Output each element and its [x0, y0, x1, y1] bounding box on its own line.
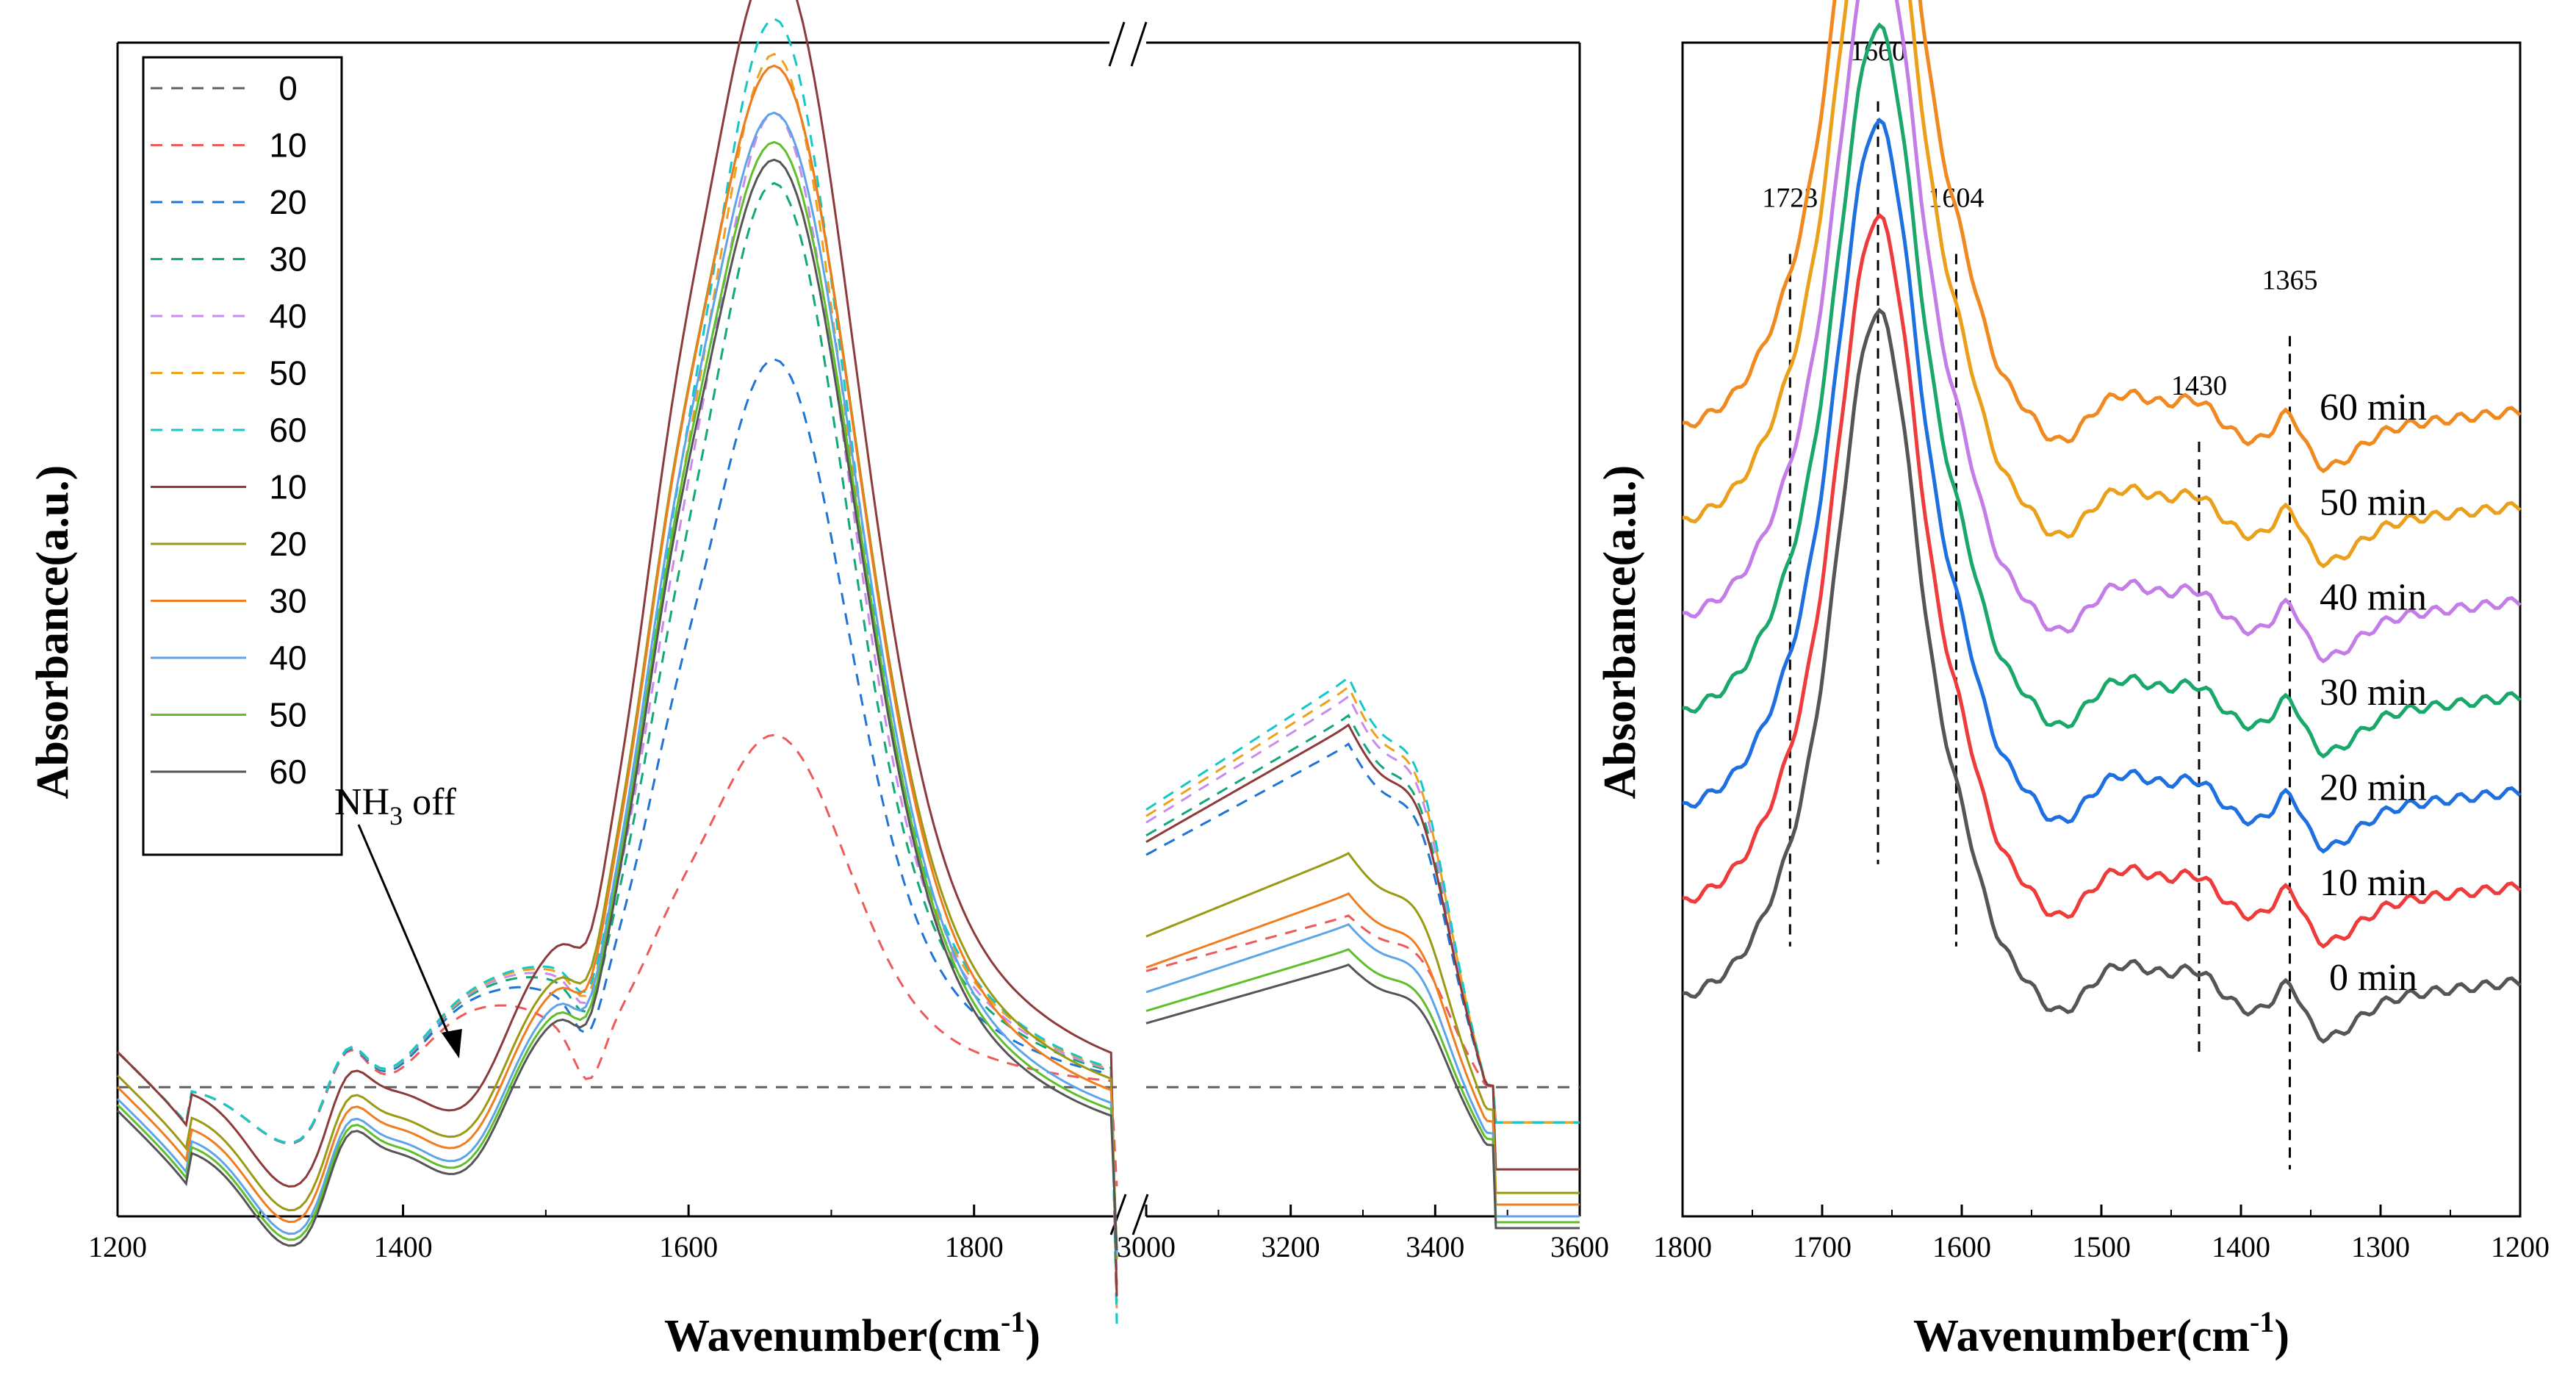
annotation-arrow-head	[441, 1029, 462, 1058]
legend-label: 40	[269, 639, 306, 677]
reference-label-1660: 1660	[1850, 36, 1906, 67]
left-series-solid-30-seg2	[1145, 892, 1580, 1206]
right-series-50-min	[1682, 0, 2522, 569]
left-series-solid-20-seg1	[116, 64, 1118, 1260]
break-mark-bottom-1	[1109, 1194, 1127, 1235]
legend-label: 60	[269, 411, 306, 449]
right-series-label: 10 min	[2320, 862, 2427, 904]
legend-label: 50	[269, 354, 306, 392]
annotation-nh3-off: NH3 off	[334, 781, 456, 830]
legend-label: 30	[269, 240, 306, 279]
legend-label: 30	[269, 582, 306, 620]
annotation-sub: 3	[389, 801, 403, 830]
right-x-tick-label: 1800	[1653, 1230, 1712, 1263]
left-x-tick-label: 3600	[1550, 1230, 1609, 1263]
left-x-title-sup: -1	[1001, 1305, 1025, 1338]
left-series-solid-60-seg2	[1145, 963, 1580, 1230]
left-series-dashed-50-seg2	[1145, 685, 1580, 1124]
legend-label: 40	[269, 297, 306, 335]
right-x-title-close: )	[2274, 1311, 2289, 1361]
right-x-tick-label: 1700	[1793, 1230, 1852, 1263]
left-x-tick-label: 3000	[1117, 1230, 1176, 1263]
left-series-solid-60-seg1	[116, 158, 1118, 1251]
left-x-tick-label: 1400	[374, 1230, 433, 1263]
right-series-label: 50 min	[2320, 481, 2427, 523]
left-series-solid-40-seg2	[1145, 923, 1580, 1218]
left-series-solid-40-seg1	[116, 111, 1118, 1255]
left-x-tick-label: 1600	[659, 1230, 718, 1263]
left-x-title-close: )	[1025, 1311, 1040, 1361]
left-series-solid-10-seg2	[1145, 723, 1580, 1171]
legend-label: 20	[269, 183, 306, 221]
left-series-dashed-40-seg2	[1145, 695, 1580, 1124]
left-series-dashed-30-seg2	[1145, 714, 1580, 1124]
legend-label: 10	[269, 126, 306, 165]
right-series-label: 40 min	[2320, 577, 2427, 619]
right-x-tick-label: 1600	[1932, 1230, 1991, 1263]
right-x-title-sup: -1	[2250, 1305, 2274, 1338]
left-panel	[116, 21, 1581, 1235]
left-series-dashed-60-seg2	[1145, 675, 1580, 1124]
legend-label: 50	[269, 696, 306, 734]
right-panel	[1681, 41, 2522, 1218]
annotation-text: NH	[334, 781, 389, 823]
right-y-axis-title: Absorbance(a.u.)	[1595, 465, 1645, 800]
legend-box	[142, 56, 343, 856]
right-series-60-min	[1682, 0, 2522, 473]
right-series-label: 30 min	[2320, 672, 2427, 714]
annotation-rest: off	[403, 781, 456, 823]
annotation-arrow-line	[357, 824, 453, 1043]
left-series-dashed-60-seg1	[116, 17, 1118, 1324]
right-series-label: 0 min	[2329, 957, 2417, 999]
legend-label: 60	[269, 753, 306, 791]
legend-label: 10	[269, 468, 306, 506]
left-x-tick-label: 3200	[1262, 1230, 1320, 1263]
right-x-tick-label: 1300	[2351, 1230, 2410, 1263]
right-x-tick-label: 1500	[2072, 1230, 2131, 1263]
left-series-solid-20-seg2	[1145, 852, 1580, 1194]
break-mark-top-2	[1130, 21, 1148, 67]
left-x-tick-label: 3400	[1406, 1230, 1464, 1263]
left-series-solid-50-seg1	[116, 140, 1118, 1250]
left-series-dashed-10-seg2	[1145, 914, 1580, 1124]
right-series-0-min	[1682, 307, 2522, 1044]
legend-label: 0	[278, 69, 298, 107]
right-series-10-min	[1682, 212, 2522, 949]
left-x-title-main: Wavenumber(cm	[664, 1311, 1001, 1361]
break-mark-bottom-2	[1132, 1194, 1149, 1235]
right-x-axis-title: Wavenumber(cm-1)	[1913, 1305, 2289, 1361]
right-x-title-main: Wavenumber(cm	[1913, 1311, 2250, 1361]
left-x-tick-label: 1800	[945, 1230, 1004, 1263]
right-x-tick-label: 1200	[2491, 1230, 2550, 1263]
left-y-axis-title: Absorbance(a.u.)	[28, 465, 78, 800]
right-series-30-min	[1682, 22, 2522, 759]
reference-label-1365: 1365	[2262, 265, 2318, 295]
break-mark-top-1	[1108, 21, 1126, 67]
right-series-20-min	[1682, 117, 2522, 854]
right-series-label: 60 min	[2320, 387, 2427, 428]
right-x-tick-label: 1400	[2212, 1230, 2270, 1263]
legend-label: 20	[269, 525, 306, 563]
left-series-solid-30-seg1	[116, 64, 1118, 1255]
right-series-40-min	[1682, 0, 2522, 664]
left-x-axis-title: Wavenumber(cm-1)	[664, 1305, 1040, 1361]
left-series-solid-50-seg2	[1145, 947, 1580, 1224]
right-series-label: 20 min	[2320, 767, 2427, 808]
right-axis-frame	[1681, 41, 2522, 1218]
left-x-tick-label: 1200	[88, 1230, 147, 1263]
left-series-dashed-20-seg2	[1145, 742, 1580, 1124]
left-series-solid-10-seg1	[116, 0, 1118, 1296]
